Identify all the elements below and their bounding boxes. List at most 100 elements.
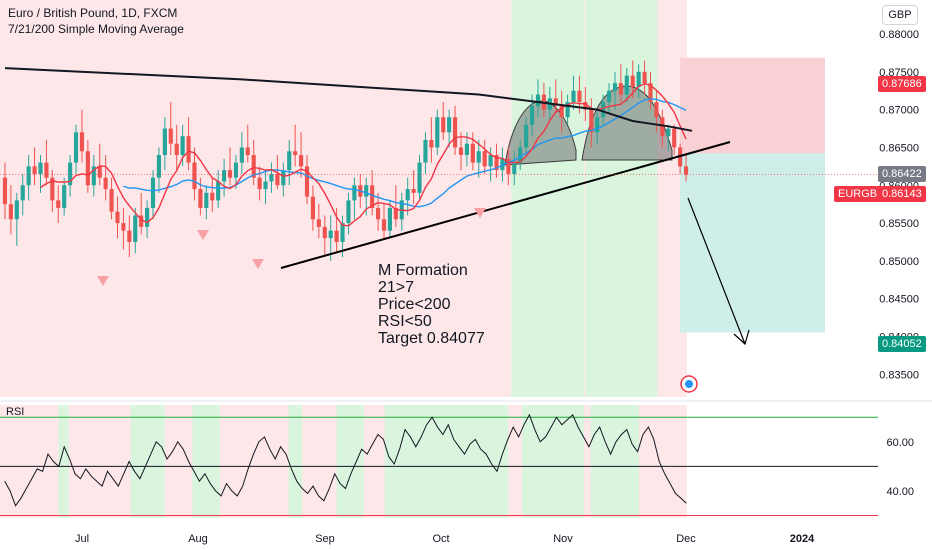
- candle-body: [452, 117, 458, 148]
- candle: [304, 155, 310, 205]
- candle-body: [441, 117, 446, 133]
- rsi-line: [4, 413, 687, 507]
- price-tick-7: 0.85000: [879, 256, 919, 268]
- candle-body: [535, 94, 541, 106]
- analysis-note: M Formation 21>7 Price<200 RSI<50 Target…: [378, 262, 485, 347]
- candle-body: [68, 162, 73, 186]
- price-tick-4: 0.86500: [879, 142, 919, 154]
- candle-body: [411, 189, 416, 193]
- candle: [127, 215, 132, 258]
- candle: [91, 155, 96, 197]
- candle-body: [133, 215, 138, 242]
- candle: [38, 155, 43, 193]
- candle-body: [103, 177, 108, 190]
- candle-body: [192, 162, 197, 190]
- candle: [381, 204, 387, 239]
- candle-body: [109, 189, 114, 212]
- candle-body: [121, 223, 126, 231]
- sma-200-line: [4, 67, 693, 132]
- time-tick-Oct: Oct: [432, 533, 449, 545]
- candle: [458, 132, 464, 171]
- note-line-4: RSI<50: [378, 313, 432, 330]
- candle-body: [429, 139, 434, 148]
- candle: [32, 147, 37, 186]
- candle: [376, 192, 381, 231]
- sell-signal-marker-4: [474, 208, 486, 218]
- symbol-tag: EURGBP: [834, 186, 889, 202]
- candle-body: [488, 155, 493, 167]
- candle-body: [387, 207, 392, 231]
- candle-body: [553, 98, 558, 106]
- candle: [287, 139, 292, 186]
- candle-body: [91, 166, 96, 186]
- candle-body: [405, 189, 410, 201]
- candle: [68, 155, 73, 197]
- candle-body: [589, 109, 594, 133]
- candle: [2, 162, 8, 220]
- time-tick-Dec: Dec: [676, 533, 696, 545]
- candle-body: [417, 162, 422, 193]
- candle: [239, 132, 244, 174]
- candle-body: [464, 143, 469, 156]
- candle-body: [115, 211, 120, 224]
- rsi-band-green-6: [384, 405, 509, 518]
- candle-body: [304, 166, 310, 197]
- sell-signal-marker-3: [252, 259, 264, 269]
- candle: [553, 79, 558, 114]
- currency-button[interactable]: GBP: [882, 5, 918, 25]
- candle: [571, 75, 576, 110]
- candle-body: [38, 162, 43, 174]
- note-line-5: Target 0.84077: [378, 330, 485, 347]
- candle-body: [518, 147, 523, 163]
- candle-body: [180, 136, 185, 156]
- candle: [73, 124, 79, 174]
- candle-body: [618, 83, 623, 95]
- candle-body: [340, 223, 345, 242]
- candle-body: [269, 173, 274, 182]
- candle-body: [506, 158, 511, 174]
- candle-body: [571, 90, 576, 103]
- candle: [162, 117, 167, 171]
- candle: [85, 139, 90, 193]
- candle-body: [186, 136, 191, 163]
- projection-arrowhead: [733, 329, 750, 346]
- replay-icon-dot: [685, 380, 693, 388]
- candle-body: [257, 177, 262, 190]
- candle: [589, 98, 594, 148]
- candle: [103, 155, 108, 201]
- candle-body: [624, 75, 629, 95]
- candle: [435, 109, 440, 156]
- candle-body: [310, 196, 315, 220]
- candle-body: [139, 215, 144, 227]
- stop-loss-zone: [680, 57, 825, 154]
- candle-body: [145, 207, 150, 227]
- candle-body: [636, 71, 641, 87]
- candle: [636, 64, 641, 99]
- candle: [524, 117, 529, 156]
- candle-body: [44, 162, 49, 178]
- candle: [79, 109, 85, 163]
- candle-body: [150, 177, 156, 208]
- candle-body: [14, 200, 19, 220]
- candle: [310, 185, 315, 231]
- candle-body: [346, 200, 351, 224]
- candle-body: [156, 155, 162, 178]
- candle-body: [583, 102, 588, 110]
- candle: [429, 117, 434, 163]
- note-line-3: Price<200: [378, 296, 451, 313]
- candle-body: [666, 128, 671, 137]
- candle-body: [630, 75, 635, 87]
- candle-body: [565, 102, 570, 118]
- candle-body: [174, 143, 179, 156]
- candle: [210, 177, 215, 212]
- candle: [14, 192, 19, 246]
- candle: [109, 177, 114, 220]
- candle-body: [458, 147, 464, 156]
- candle: [139, 192, 144, 235]
- candle: [245, 124, 250, 163]
- candle-body: [654, 102, 659, 118]
- candle-body: [204, 192, 209, 208]
- candle: [559, 90, 564, 133]
- candle-body: [97, 166, 102, 178]
